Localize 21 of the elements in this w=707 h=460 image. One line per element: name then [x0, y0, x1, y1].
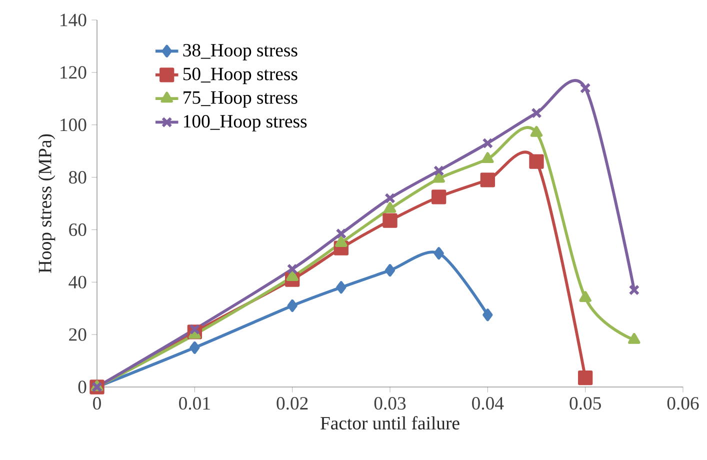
y-tick-label: 60 [69, 223, 86, 236]
x-tick-label: 0.03 [374, 397, 406, 410]
x-tick-label: 0.02 [276, 397, 308, 410]
x-axis-title: Factor until failure [320, 416, 460, 430]
x-tick-label: 0.01 [179, 397, 210, 410]
x-tick-label: 0.05 [570, 397, 601, 410]
y-tick-label: 80 [69, 170, 86, 184]
y-tick-label: 0 [78, 380, 86, 394]
y-tick-label: 140 [60, 14, 86, 26]
x-tick-label: 0.06 [667, 397, 699, 410]
legend-label: 50_Hoop stress [183, 68, 298, 84]
y-tick-label: 100 [60, 118, 86, 132]
y-tick-label: 120 [60, 66, 86, 79]
y-tick-label: 40 [68, 276, 86, 288]
y-axis-title: Hoop stress (MPa) [38, 134, 56, 273]
legend-label: 38_Hoop stress [183, 44, 298, 60]
x-tick-label: 0.04 [472, 397, 504, 410]
y-tick-label: 20 [69, 328, 86, 341]
legend-label: 75_Hoop stress [184, 91, 298, 108]
x-tick-label: 0 [93, 397, 101, 410]
legend-label: 100_Hoop stress [184, 114, 307, 132]
